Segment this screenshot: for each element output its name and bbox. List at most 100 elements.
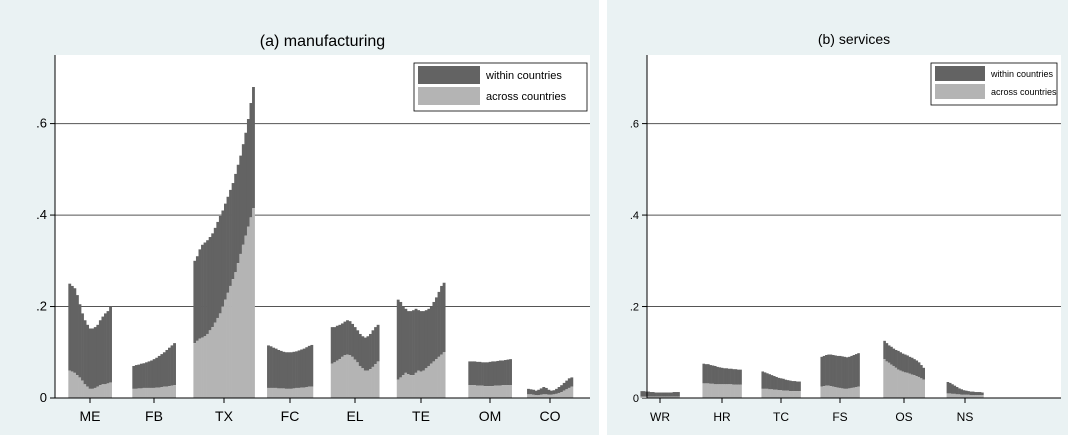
bar-across-countries — [649, 396, 653, 398]
bar-across-countries — [899, 370, 902, 398]
bar-across-countries — [552, 394, 556, 398]
bar-within-countries — [981, 392, 984, 396]
bar-across-countries — [106, 383, 110, 398]
bar-across-countries — [338, 359, 342, 398]
bar-within-countries — [193, 260, 197, 344]
bar-within-countries — [723, 368, 726, 385]
bar-across-countries — [272, 387, 275, 398]
bar-across-countries — [920, 378, 923, 398]
bar-across-countries — [852, 387, 856, 398]
bar-within-countries — [399, 301, 403, 378]
bar-within-countries — [290, 352, 293, 389]
bar-within-countries — [775, 376, 778, 390]
bar-within-countries — [414, 308, 418, 373]
bar-group-ns — [946, 381, 984, 398]
bar-within-countries — [854, 354, 858, 388]
bar-group-wr — [640, 391, 680, 398]
bar-within-countries — [396, 299, 400, 380]
bar-across-countries — [725, 384, 729, 398]
bar-within-countries — [440, 285, 443, 355]
bar-across-countries — [157, 387, 161, 398]
y-tick-label: .6 — [36, 116, 47, 131]
bar-across-countries — [904, 372, 907, 398]
bar-within-countries — [527, 388, 530, 395]
bar-within-countries — [401, 306, 405, 376]
bar-across-countries — [647, 396, 650, 398]
bar-across-countries — [206, 333, 209, 398]
bar-across-countries — [887, 362, 891, 398]
category-label-te: TE — [412, 408, 430, 424]
bar-across-countries — [955, 394, 959, 398]
bar-within-countries — [493, 361, 497, 386]
bar-across-countries — [147, 387, 151, 398]
bar-within-countries — [845, 357, 849, 389]
bar-within-countries — [560, 385, 564, 393]
bar-within-countries — [656, 392, 660, 397]
bar-across-countries — [913, 375, 916, 398]
bar-across-countries — [478, 385, 482, 398]
bar-across-countries — [432, 361, 436, 398]
bar-across-countries — [218, 313, 222, 398]
bar-within-countries — [892, 348, 896, 366]
bar-within-countries — [953, 385, 957, 394]
legend-swatch-across-countries — [935, 84, 985, 99]
bar-across-countries — [343, 355, 347, 398]
legend-swatch-within-countries — [418, 66, 480, 84]
bar-across-countries — [557, 392, 561, 398]
bar-across-countries — [670, 396, 673, 398]
bar-within-countries — [779, 378, 783, 391]
bar-within-countries — [890, 346, 893, 365]
bar-across-countries — [960, 394, 963, 398]
bar-within-countries — [284, 352, 288, 389]
bar-within-countries — [795, 381, 799, 392]
bar-within-countries — [978, 392, 982, 396]
bar-within-countries — [470, 361, 474, 386]
bar-across-countries — [86, 386, 90, 398]
bar-group-co — [527, 377, 574, 398]
bar-within-countries — [422, 311, 426, 371]
bar-across-countries — [229, 285, 232, 398]
bar-within-countries — [848, 356, 851, 389]
bar-within-countries — [170, 345, 174, 386]
bar-across-countries — [779, 390, 783, 398]
bar-across-countries — [663, 396, 667, 398]
bar-across-countries — [775, 389, 778, 398]
bar-within-countries — [475, 361, 479, 386]
bar-across-countries — [958, 394, 961, 398]
bar-across-countries — [791, 391, 794, 398]
bar-across-countries — [570, 386, 574, 398]
bar-across-countries — [173, 385, 176, 398]
bar-across-countries — [854, 387, 858, 398]
bar-across-countries — [978, 395, 982, 398]
bar-across-countries — [142, 387, 146, 398]
legend-swatch-within-countries — [935, 66, 985, 81]
bar-across-countries — [442, 352, 446, 398]
bar-within-countries — [376, 324, 380, 362]
bar-across-countries — [78, 377, 82, 398]
bar-within-countries — [958, 388, 961, 395]
bar-across-countries — [713, 384, 717, 398]
bar-within-countries — [374, 327, 377, 365]
bar-across-countries — [374, 364, 377, 398]
bar-across-countries — [371, 366, 375, 398]
bar-within-countries — [371, 330, 375, 367]
bar-across-countries — [829, 386, 833, 398]
bar-across-countries — [654, 396, 657, 398]
bar-within-countries — [836, 355, 840, 388]
bar-across-countries — [483, 386, 487, 398]
category-label-el: EL — [346, 408, 363, 424]
bar-across-countries — [645, 396, 648, 398]
bar-within-countries — [155, 357, 159, 388]
bar-across-countries — [132, 388, 136, 398]
chart-services: 0 .2 .4 .6 WR HR TC FS OS NS (b) services within co… — [630, 31, 1061, 424]
bar-across-countries — [504, 385, 507, 398]
bar-within-countries — [442, 282, 446, 353]
bar-across-countries — [81, 380, 84, 398]
category-label-wr: WR — [650, 410, 670, 424]
y-tick-label: .4 — [630, 210, 639, 222]
bar-within-countries — [951, 384, 954, 394]
category-label-fs: FS — [832, 410, 847, 424]
bar-within-countries — [208, 237, 212, 331]
bar-across-countries — [376, 361, 380, 398]
bar-across-countries — [96, 386, 100, 398]
